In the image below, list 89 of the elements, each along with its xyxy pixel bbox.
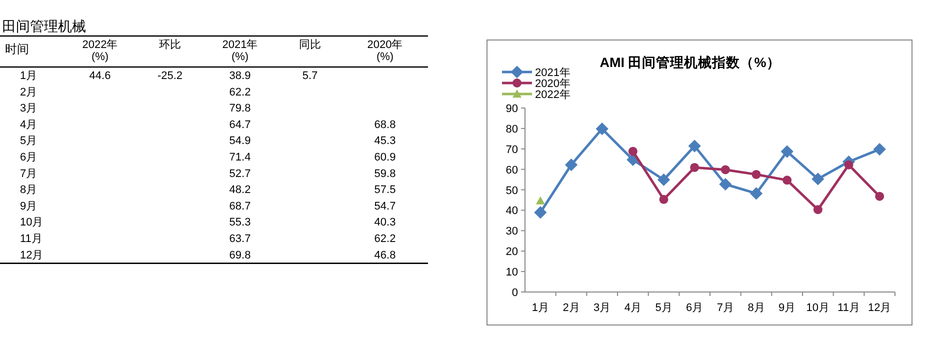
data-label: 69.8 xyxy=(229,249,251,262)
data-label: 5.7 xyxy=(302,70,318,82)
chart-title: AMI 田间管理机械指数（%） xyxy=(600,55,780,70)
y-tick-label: 3月 xyxy=(20,102,38,115)
x-tick-label: 2021年 (%) xyxy=(222,39,258,63)
y-axis-title: 时间 xyxy=(5,42,29,56)
x-tick-label: 1月 xyxy=(532,302,549,314)
y-tick-label: 2月 xyxy=(20,86,38,98)
point xyxy=(844,160,854,170)
data-label: 55.3 xyxy=(229,216,251,229)
point xyxy=(690,162,700,172)
y-tick-label: 6月 xyxy=(20,152,38,164)
data-label: 45.3 xyxy=(374,135,396,148)
y-tick-label: 5月 xyxy=(20,135,38,148)
y-tick-label: 8月 xyxy=(20,184,38,196)
y-tick-label: 7月 xyxy=(20,168,38,180)
point xyxy=(719,178,732,191)
point xyxy=(873,143,886,156)
y-tick-label: 10月 xyxy=(20,216,44,229)
data-label: 64.7 xyxy=(229,118,251,131)
y-tick-label: 0 xyxy=(512,287,518,299)
y-tick-label: 40 xyxy=(506,205,518,218)
point xyxy=(812,172,824,186)
data-label: 52.7 xyxy=(229,168,251,180)
point xyxy=(750,187,763,200)
data-label: 62.2 xyxy=(229,86,251,98)
data-label: 46.8 xyxy=(374,249,396,262)
data-label: 79.8 xyxy=(229,102,251,115)
y-tick-label: 50 xyxy=(506,184,518,197)
point xyxy=(752,170,761,179)
data-label: 68.7 xyxy=(229,200,251,212)
x-tick-label: 同比 xyxy=(299,38,321,51)
point xyxy=(659,194,668,204)
point xyxy=(596,122,608,136)
data-label: 40.3 xyxy=(374,216,396,229)
point xyxy=(780,145,794,158)
y-tick-label: 60 xyxy=(506,164,518,176)
data-label: 68.8 xyxy=(374,118,396,131)
x-tick-label: 9月 xyxy=(778,302,796,314)
data-label: 38.9 xyxy=(229,70,251,82)
x-tick-label: 6月 xyxy=(686,302,704,314)
x-tick-label: 8月 xyxy=(748,302,765,314)
y-tick-label: 1月 xyxy=(20,70,38,82)
y-tick-label: 9月 xyxy=(20,200,38,212)
x-tick-label: 10月 xyxy=(806,302,830,314)
y-tick-label: 11月 xyxy=(20,233,42,245)
y-tick-label: 20 xyxy=(506,246,518,258)
point xyxy=(657,173,670,186)
x-tick-label: 2020年 (%) xyxy=(367,39,403,63)
x-tick-label: 12月 xyxy=(868,302,892,314)
x-tick-label: 环比 xyxy=(159,38,181,51)
y-tick-label: 30 xyxy=(506,226,518,238)
data-label: 60.9 xyxy=(374,152,396,164)
x-tick-label: 11月 xyxy=(838,302,860,314)
data-label: 54.9 xyxy=(229,135,251,148)
point xyxy=(875,192,884,201)
legend-label: 2020年 xyxy=(535,78,570,90)
data-label: 59.8 xyxy=(374,168,396,180)
point xyxy=(536,196,545,204)
x-tick-label: 3月 xyxy=(594,302,611,314)
point xyxy=(628,146,638,156)
point xyxy=(564,158,578,172)
point xyxy=(534,206,547,219)
point xyxy=(720,165,730,174)
point xyxy=(782,176,792,185)
y-tick-label: 12月 xyxy=(20,249,44,262)
point xyxy=(688,140,701,152)
x-tick-label: 7月 xyxy=(716,302,734,314)
x-tick-label: 4月 xyxy=(624,302,642,314)
y-tick-label: 80 xyxy=(506,123,518,136)
y-tick-label: 10 xyxy=(506,266,518,279)
data-label: 48.2 xyxy=(229,184,251,196)
y-tick-label: 4月 xyxy=(20,118,38,131)
x-tick-label: 2022年 (%) xyxy=(82,39,118,63)
legend-label: 2021年 xyxy=(535,67,570,79)
data-label: -25.2 xyxy=(157,70,183,82)
data-label: 62.2 xyxy=(374,233,396,245)
y-tick-label: 70 xyxy=(506,144,518,156)
data-label: 63.7 xyxy=(229,233,251,245)
chart-title: 田间管理机械 xyxy=(2,18,86,34)
x-tick-label: 2月 xyxy=(562,302,580,314)
data-label: 54.7 xyxy=(374,200,396,212)
data-label: 44.6 xyxy=(89,70,111,82)
legend-label: 2022年 xyxy=(535,89,570,101)
data-label: 57.5 xyxy=(374,184,396,196)
y-tick-label: 90 xyxy=(506,103,518,115)
x-tick-label: 5月 xyxy=(655,302,672,314)
data-label: 71.4 xyxy=(229,152,251,164)
point xyxy=(813,205,822,214)
